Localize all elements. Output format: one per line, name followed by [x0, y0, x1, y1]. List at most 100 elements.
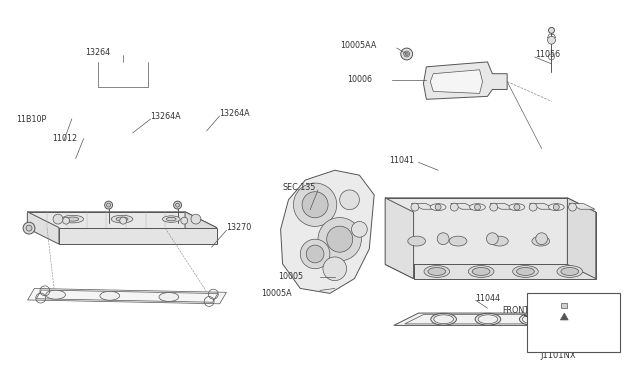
Text: 10005AA: 10005AA [340, 41, 376, 49]
Polygon shape [569, 203, 595, 209]
Ellipse shape [522, 315, 542, 324]
Polygon shape [413, 212, 596, 279]
Ellipse shape [100, 291, 120, 300]
Polygon shape [529, 203, 556, 209]
Text: J1101NX: J1101NX [541, 351, 576, 360]
Text: 13270: 13270 [227, 223, 252, 232]
Circle shape [107, 203, 111, 207]
Polygon shape [394, 313, 601, 326]
Ellipse shape [513, 266, 538, 278]
Ellipse shape [475, 313, 500, 325]
Circle shape [181, 217, 188, 224]
Polygon shape [59, 228, 216, 244]
Ellipse shape [45, 290, 65, 299]
Circle shape [323, 257, 347, 280]
Circle shape [326, 226, 353, 252]
Circle shape [175, 203, 180, 207]
Polygon shape [385, 264, 596, 279]
Ellipse shape [567, 315, 586, 324]
Ellipse shape [62, 215, 84, 223]
Circle shape [404, 51, 410, 57]
Circle shape [53, 214, 63, 224]
Ellipse shape [468, 266, 494, 278]
Polygon shape [385, 198, 596, 212]
Circle shape [405, 52, 408, 55]
Polygon shape [412, 203, 438, 209]
Circle shape [191, 214, 201, 224]
Ellipse shape [470, 204, 485, 211]
Ellipse shape [67, 217, 79, 221]
Ellipse shape [111, 215, 133, 223]
Circle shape [474, 204, 481, 210]
Ellipse shape [163, 216, 180, 222]
Text: 13264A: 13264A [150, 112, 181, 121]
Text: FRONT: FRONT [502, 306, 529, 315]
Ellipse shape [449, 236, 467, 246]
Polygon shape [490, 203, 516, 209]
Ellipse shape [428, 267, 445, 275]
Bar [527, 294, 620, 353]
Polygon shape [568, 198, 596, 279]
Circle shape [514, 204, 520, 210]
Circle shape [490, 203, 498, 211]
Circle shape [568, 203, 577, 211]
Ellipse shape [472, 267, 490, 275]
Circle shape [529, 203, 537, 211]
Polygon shape [424, 62, 507, 99]
Circle shape [105, 201, 113, 209]
Polygon shape [28, 288, 227, 304]
Polygon shape [28, 212, 216, 228]
Circle shape [351, 221, 367, 237]
Circle shape [120, 217, 127, 224]
Circle shape [451, 203, 458, 211]
Circle shape [302, 192, 328, 218]
Text: 10005A: 10005A [261, 289, 292, 298]
Circle shape [173, 201, 182, 209]
Ellipse shape [490, 236, 508, 246]
Polygon shape [28, 212, 185, 228]
Text: 10006: 10006 [348, 75, 372, 84]
Polygon shape [430, 70, 483, 93]
Circle shape [340, 190, 360, 210]
Polygon shape [28, 212, 59, 244]
Ellipse shape [557, 266, 582, 278]
Circle shape [23, 222, 35, 234]
Polygon shape [451, 203, 477, 209]
Circle shape [293, 183, 337, 227]
Text: 11041: 11041 [389, 156, 414, 165]
Polygon shape [185, 212, 216, 244]
Circle shape [548, 36, 556, 44]
Circle shape [300, 239, 330, 269]
Text: 10005: 10005 [278, 272, 304, 281]
Circle shape [435, 204, 441, 210]
Text: 11012: 11012 [52, 134, 77, 143]
Ellipse shape [116, 217, 128, 221]
Polygon shape [561, 313, 568, 320]
Text: 13270Z: 13270Z [546, 341, 577, 350]
Circle shape [554, 204, 559, 210]
Ellipse shape [408, 236, 426, 246]
Ellipse shape [548, 204, 564, 211]
Circle shape [437, 233, 449, 245]
Circle shape [26, 225, 32, 231]
Circle shape [401, 48, 413, 60]
Ellipse shape [166, 217, 176, 221]
Ellipse shape [509, 204, 525, 211]
Text: 13264: 13264 [86, 48, 111, 57]
Circle shape [486, 233, 499, 245]
Text: 13264A: 13264A [220, 109, 250, 118]
Ellipse shape [434, 315, 454, 324]
Ellipse shape [159, 292, 179, 301]
Polygon shape [385, 198, 413, 279]
Polygon shape [561, 303, 567, 308]
Polygon shape [280, 170, 374, 294]
Ellipse shape [430, 204, 446, 211]
Circle shape [536, 233, 548, 245]
Ellipse shape [478, 315, 498, 324]
Ellipse shape [532, 236, 550, 246]
Text: 11044: 11044 [476, 294, 500, 303]
Ellipse shape [520, 313, 545, 325]
Text: SEC.135: SEC.135 [283, 183, 316, 192]
Ellipse shape [431, 313, 456, 325]
Circle shape [318, 218, 362, 261]
